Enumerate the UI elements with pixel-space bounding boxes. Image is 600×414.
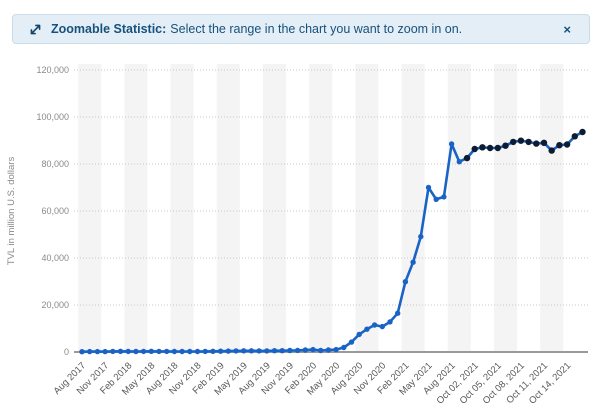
data-point[interactable] xyxy=(486,144,494,152)
data-point[interactable] xyxy=(233,348,239,354)
data-point[interactable] xyxy=(540,139,548,146)
data-point[interactable] xyxy=(456,159,462,165)
data-point[interactable] xyxy=(164,348,170,355)
y-axis-title: TVL in million U.S. dollars xyxy=(6,157,17,266)
y-axis-label: 60,000 xyxy=(41,206,69,216)
data-point[interactable] xyxy=(341,344,347,351)
data-point[interactable] xyxy=(548,147,555,154)
data-point[interactable] xyxy=(287,347,293,354)
data-point[interactable] xyxy=(556,142,563,149)
data-point[interactable] xyxy=(87,348,93,355)
data-point[interactable] xyxy=(256,348,262,354)
zoom-banner: Zoomable Statistic: Select the range in … xyxy=(12,14,590,44)
data-point[interactable] xyxy=(264,348,270,354)
data-point[interactable] xyxy=(271,348,278,354)
data-point[interactable] xyxy=(225,348,231,354)
data-point[interactable] xyxy=(94,348,101,355)
plot-band xyxy=(355,64,379,352)
data-point[interactable] xyxy=(425,184,432,191)
data-point[interactable] xyxy=(179,348,185,355)
data-point[interactable] xyxy=(248,348,255,354)
data-point[interactable] xyxy=(348,339,355,345)
banner-title: Zoomable Statistic: xyxy=(51,22,167,36)
data-point[interactable] xyxy=(148,348,154,354)
plot-band xyxy=(216,64,240,352)
data-point[interactable] xyxy=(410,259,416,265)
zoom-expand-icon xyxy=(29,23,42,36)
data-point[interactable] xyxy=(140,348,147,355)
y-axis-label: 0 xyxy=(64,347,69,357)
plot-band xyxy=(309,64,333,352)
y-axis-label: 80,000 xyxy=(41,159,69,169)
tvl-line-chart: 0 20,000 40,000 60,000 80,000 100,000 120,000 T… xyxy=(6,64,588,407)
data-point[interactable] xyxy=(333,346,339,353)
data-point[interactable] xyxy=(563,141,571,148)
data-point[interactable] xyxy=(217,348,224,354)
plot-band xyxy=(170,64,194,352)
data-point[interactable] xyxy=(379,323,385,330)
data-point[interactable] xyxy=(579,128,586,136)
data-point[interactable] xyxy=(279,348,285,354)
plot-band xyxy=(124,64,148,352)
y-axis-label: 120,000 xyxy=(36,65,69,75)
data-point[interactable] xyxy=(310,346,316,353)
data-point[interactable] xyxy=(194,348,201,355)
plot-band xyxy=(262,64,287,352)
data-point[interactable] xyxy=(364,326,370,332)
data-point[interactable] xyxy=(241,348,247,354)
data-point[interactable] xyxy=(294,347,301,354)
data-point[interactable] xyxy=(502,142,509,149)
data-point[interactable] xyxy=(356,331,362,338)
data-point[interactable] xyxy=(441,194,447,200)
data-point[interactable] xyxy=(448,141,455,147)
data-point[interactable] xyxy=(471,145,478,153)
chart-plot-area[interactable] xyxy=(74,64,588,352)
plot-band xyxy=(540,64,564,352)
data-point[interactable] xyxy=(433,196,439,202)
plot-band xyxy=(78,64,102,352)
data-point[interactable] xyxy=(156,348,162,355)
data-point[interactable] xyxy=(510,138,517,146)
data-point[interactable] xyxy=(387,319,393,325)
data-point[interactable] xyxy=(318,347,324,354)
plot-band xyxy=(493,64,518,352)
data-point[interactable] xyxy=(202,348,208,355)
data-point[interactable] xyxy=(525,138,532,146)
data-point[interactable] xyxy=(371,322,378,328)
data-point[interactable] xyxy=(395,310,401,316)
data-point[interactable] xyxy=(479,144,486,151)
data-point[interactable] xyxy=(133,348,139,355)
data-point[interactable] xyxy=(79,349,85,355)
data-point[interactable] xyxy=(571,133,578,140)
y-axis-label: 100,000 xyxy=(36,112,69,122)
data-point[interactable] xyxy=(125,348,131,355)
data-point[interactable] xyxy=(533,140,540,147)
data-point[interactable] xyxy=(187,348,193,355)
y-axis-label: 20,000 xyxy=(41,300,69,310)
data-point[interactable] xyxy=(418,233,424,240)
data-point[interactable] xyxy=(171,348,178,355)
data-point[interactable] xyxy=(117,348,124,354)
data-point[interactable] xyxy=(402,279,409,285)
data-point[interactable] xyxy=(325,347,332,353)
y-axis-label: 40,000 xyxy=(41,253,69,263)
data-point[interactable] xyxy=(463,154,471,162)
data-point[interactable] xyxy=(517,137,525,144)
banner-close-button[interactable]: × xyxy=(563,21,571,37)
plot-band xyxy=(447,64,471,352)
banner-description: Select the range in the chart you want t… xyxy=(170,22,463,36)
data-point[interactable] xyxy=(494,144,501,152)
data-point[interactable] xyxy=(302,347,308,353)
data-point[interactable] xyxy=(210,348,216,354)
data-point[interactable] xyxy=(102,348,108,355)
data-point[interactable] xyxy=(110,348,116,355)
